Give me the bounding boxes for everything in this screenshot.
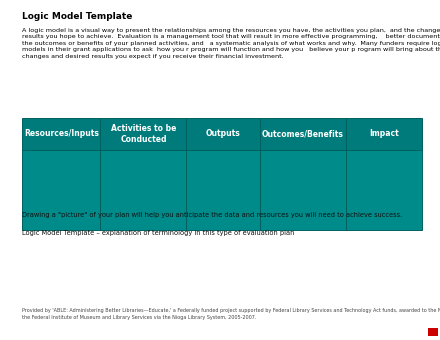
Text: Resources/Inputs: Resources/Inputs: [24, 130, 99, 138]
Text: A logic model is a visual way to present the relationships among the resources y: A logic model is a visual way to present…: [22, 28, 440, 58]
Text: Activities to be
Conducted: Activities to be Conducted: [111, 124, 176, 144]
Bar: [345, 150, 422, 230]
Text: Drawing a "picture" of your plan will help you anticipate the data and resources: Drawing a "picture" of your plan will he…: [22, 212, 402, 218]
Bar: [22, 150, 100, 230]
Text: Logic Model Template – explanation of terminology in this type of evaluation pla: Logic Model Template – explanation of te…: [22, 230, 294, 236]
Text: Logic Model Template: Logic Model Template: [22, 12, 132, 21]
Text: Outputs: Outputs: [205, 130, 240, 138]
Bar: [345, 118, 422, 150]
Bar: [187, 150, 260, 230]
Bar: [22, 118, 100, 150]
Bar: [260, 150, 345, 230]
Text: Impact: Impact: [369, 130, 399, 138]
Text: Outcomes/Benefits: Outcomes/Benefits: [262, 130, 344, 138]
Bar: [428, 328, 438, 336]
Bar: [187, 118, 260, 150]
Bar: [100, 118, 187, 150]
Bar: [260, 118, 345, 150]
Bar: [100, 150, 187, 230]
Text: Provided by 'ABLE: Administering Better Libraries—Educate,' a Federally funded p: Provided by 'ABLE: Administering Better …: [22, 308, 440, 320]
